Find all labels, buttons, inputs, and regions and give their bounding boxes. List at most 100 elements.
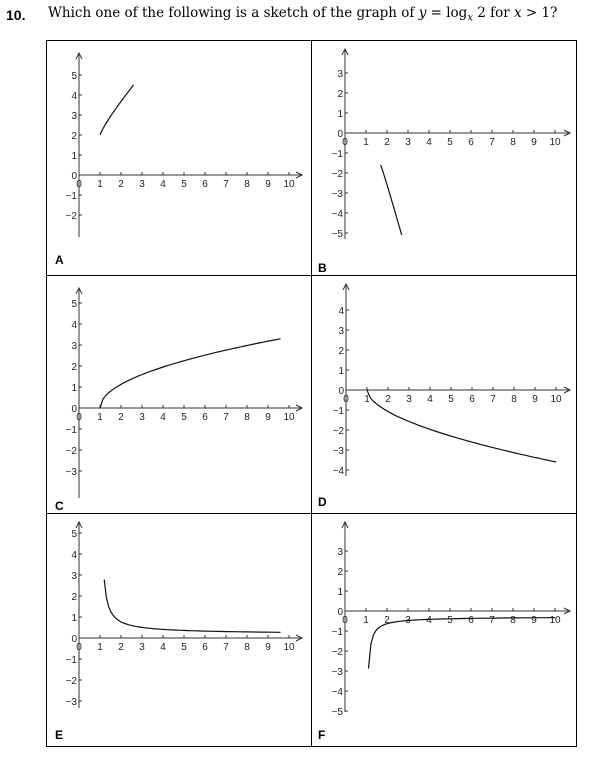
y-tick-label: −2 <box>332 647 344 658</box>
x-axis-arrow <box>563 607 572 615</box>
y-tick-label: 1 <box>71 613 77 624</box>
y-axis-arrow <box>75 51 83 60</box>
y-tick-label: 2 <box>338 346 344 357</box>
options-grid: 0 1 2 3 4 5 6 7 8 9 10 5 4 3 2 1 0 −1 −2 A 0 1 2 3 4 5 6 7 8 9 10 3 2 1… <box>46 40 577 747</box>
x-tick-label: 9 <box>265 412 271 423</box>
x-tick-label: 7 <box>489 615 495 626</box>
x-tick-label: 5 <box>448 394 454 405</box>
question-text-lead: Which one of the following is a sketch o… <box>48 5 419 21</box>
x-tick-label: 0 <box>342 137 348 148</box>
x-tick-label: 5 <box>181 642 187 653</box>
option-e-panel[interactable]: 0 1 2 3 4 5 6 7 8 9 10 5 4 3 2 1 0 −1 −2 −3 E <box>47 514 311 746</box>
option-b-panel[interactable]: 0 1 2 3 4 5 6 7 8 9 10 3 2 1 0 −1 −2 −3 −4 −5 B <box>312 41 576 275</box>
x-tick-label: 4 <box>427 394 433 405</box>
y-tick-label: 0 <box>337 129 343 140</box>
y-tick-label: 4 <box>71 550 77 561</box>
x-tick-label: 10 <box>549 137 561 148</box>
option-d-panel[interactable]: 0 1 2 3 4 5 6 7 8 9 10 4 3 2 1 0 −1 −2 −3 −4 D <box>312 276 576 513</box>
math-x: x <box>514 5 522 21</box>
option-f-label: F <box>318 728 326 742</box>
x-tick-label: 10 <box>283 642 295 653</box>
y-tick-label: −3 <box>66 697 78 708</box>
x-tick-label: 9 <box>531 137 537 148</box>
y-tick-label: 2 <box>71 131 77 142</box>
y-tick-label: −2 <box>66 676 78 687</box>
y-tick-label: 1 <box>71 383 77 394</box>
question-text: Which one of the following is a sketch o… <box>48 5 557 24</box>
x-tick-label: 5 <box>181 179 187 190</box>
x-tick-label: 8 <box>510 137 516 148</box>
x-tick-label: 0 <box>76 412 82 423</box>
y-tick-label: −3 <box>333 446 345 457</box>
x-tick-label: 6 <box>468 615 474 626</box>
option-a-label: A <box>55 253 64 267</box>
x-tick-label: 4 <box>426 615 432 626</box>
y-tick-label: −3 <box>66 467 78 478</box>
y-axis-arrow <box>342 282 350 291</box>
x-tick-label: 9 <box>532 394 538 405</box>
x-axis-arrow <box>295 634 304 642</box>
x-tick-label: 5 <box>447 137 453 148</box>
y-tick-label: 4 <box>338 306 344 317</box>
y-tick-label: 1 <box>337 109 343 120</box>
y-tick-label: −4 <box>333 466 345 477</box>
x-tick-label: 3 <box>139 412 145 423</box>
x-tick-label: 4 <box>426 137 432 148</box>
math-expression: y = logx 2 for x > 1? <box>419 5 558 24</box>
y-tick-label: 3 <box>71 111 77 122</box>
x-tick-label: 1 <box>97 412 103 423</box>
y-tick-label: −3 <box>332 189 344 200</box>
y-tick-label: 2 <box>71 362 77 373</box>
y-tick-label: 0 <box>71 404 77 415</box>
math-eq: = log <box>426 5 468 21</box>
option-f-panel[interactable]: 0 1 2 3 4 5 6 7 8 9 10 3 2 1 0 −1 −2 −3 −4 −5 F <box>312 514 576 746</box>
x-tick-label: 7 <box>223 412 229 423</box>
option-c-panel[interactable]: 0 1 2 3 4 5 6 7 8 9 10 5 4 3 2 1 0 −1 −2 −3 C <box>47 276 311 513</box>
y-tick-label: −1 <box>332 627 344 638</box>
x-tick-label: 10 <box>549 615 561 626</box>
y-tick-label: 4 <box>71 320 77 331</box>
x-tick-label: 0 <box>76 642 82 653</box>
graph-curve <box>99 84 135 136</box>
y-tick-label: −5 <box>332 229 344 240</box>
y-tick-label: −1 <box>66 655 78 666</box>
y-tick-label: 0 <box>337 607 343 618</box>
x-tick-label: 1 <box>363 137 369 148</box>
graph-curve <box>366 389 557 463</box>
x-axis-arrow <box>295 404 304 412</box>
y-tick-label: 1 <box>71 151 77 162</box>
y-tick-label: 3 <box>71 341 77 352</box>
y-tick-label: −2 <box>66 446 78 457</box>
option-c-label: C <box>55 499 64 513</box>
y-tick-label: −1 <box>333 406 345 417</box>
y-axis-arrow <box>341 47 349 56</box>
grid-divider-vertical <box>311 41 312 746</box>
grid-divider-row1 <box>47 275 576 276</box>
y-tick-label: 2 <box>71 592 77 603</box>
graph-curve <box>103 579 281 633</box>
y-tick-label: −1 <box>332 149 344 160</box>
x-tick-label: 7 <box>490 394 496 405</box>
x-tick-label: 0 <box>342 615 348 626</box>
x-tick-label: 1 <box>363 615 369 626</box>
x-tick-label: 3 <box>139 179 145 190</box>
option-a-panel[interactable]: 0 1 2 3 4 5 6 7 8 9 10 5 4 3 2 1 0 −1 −2 A <box>47 41 311 275</box>
x-tick-label: 8 <box>510 615 516 626</box>
x-tick-label: 8 <box>244 642 250 653</box>
x-tick-label: 2 <box>385 394 391 405</box>
x-tick-label: 2 <box>118 179 124 190</box>
x-tick-label: 1 <box>97 642 103 653</box>
x-tick-label: 7 <box>223 179 229 190</box>
y-axis-arrow <box>75 520 83 529</box>
y-tick-label: 3 <box>337 547 343 558</box>
x-tick-label: 2 <box>118 412 124 423</box>
y-tick-label: 0 <box>71 634 77 645</box>
y-tick-label: −2 <box>66 211 78 222</box>
x-tick-label: 6 <box>469 394 475 405</box>
x-tick-label: 1 <box>364 394 370 405</box>
y-tick-label: 4 <box>71 91 77 102</box>
